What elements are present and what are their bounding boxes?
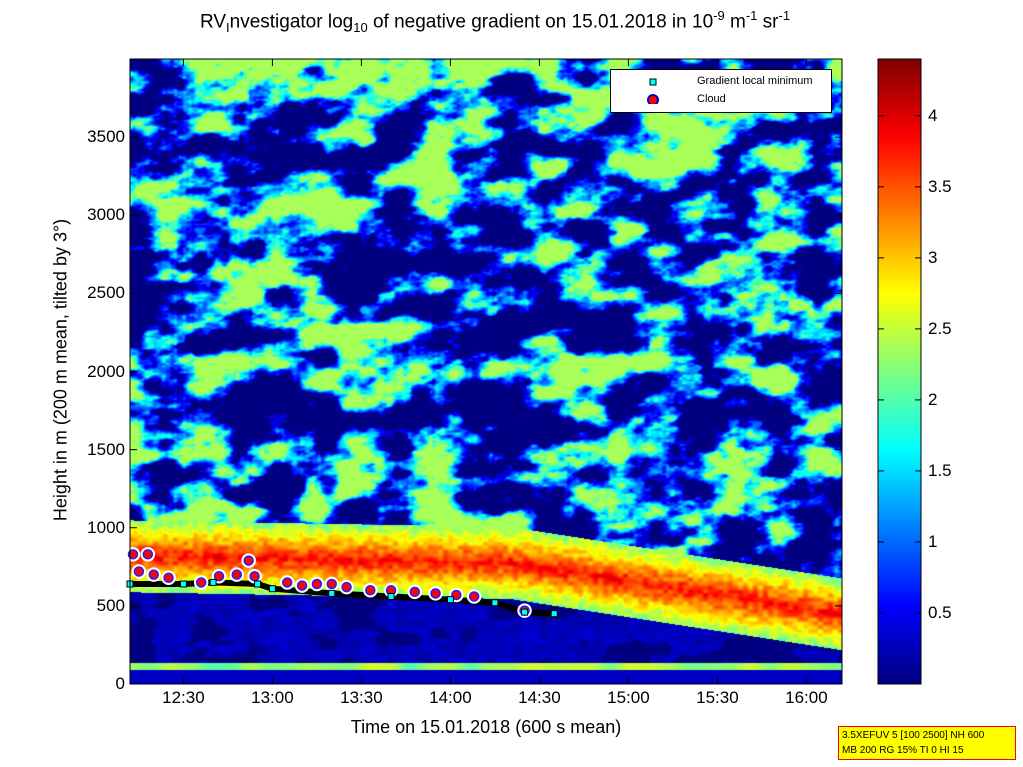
colorbar-tick-label: 4 <box>928 105 938 125</box>
gradient-min-point <box>550 610 558 618</box>
plot-frame <box>129 58 843 685</box>
cloud-point-ring <box>468 591 480 602</box>
cloud-point-ring <box>409 586 421 598</box>
y-tick-label: 2500 <box>87 283 125 303</box>
gradient-min-line-segment <box>331 590 392 600</box>
cloud-point-ring <box>281 577 293 588</box>
cloud-point-ring <box>148 569 159 580</box>
gradient-min-point <box>387 593 395 600</box>
legend-label-cloud: Cloud <box>697 93 726 105</box>
x-tick-label: 14:30 <box>518 688 561 707</box>
y-tick-label: 1500 <box>87 439 125 459</box>
cloud-point-ring <box>311 578 323 590</box>
gradient-min-point <box>328 589 336 597</box>
x-tick-label: 13:30 <box>340 688 383 707</box>
gradient-min-point <box>491 599 499 607</box>
y-tick-label: 0 <box>115 674 125 693</box>
x-tick-label: 14:00 <box>429 688 472 707</box>
gradient-min-point <box>268 585 276 593</box>
gradient-min-point <box>179 580 187 588</box>
y-tick-label: 2000 <box>87 361 125 381</box>
cloud-point-ring <box>341 581 352 593</box>
colorbar-tick-label: 3.5 <box>928 176 952 196</box>
gradient-min-point <box>446 596 454 604</box>
colorbar-tick-label: 0.5 <box>928 602 952 622</box>
cyan-square-marker-icon <box>649 78 657 86</box>
colorbar <box>877 58 922 685</box>
chart-title: RVInvestigator log10 of negative gradien… <box>199 8 791 36</box>
cloud-point-ring <box>430 588 441 599</box>
gradient-min-point <box>254 580 262 588</box>
cloud-point-ring <box>163 572 174 583</box>
cloud-point-ring <box>213 570 225 582</box>
colorbar-tick-label: 1.5 <box>928 460 952 480</box>
cloud-point-ring <box>296 580 308 591</box>
colorbar-tick-label: 3 <box>928 247 938 267</box>
gradient-min-point <box>209 578 217 586</box>
gradient-min-point <box>521 608 529 616</box>
info-line-2: MB 200 RG 15% TI 0 HI 15 <box>842 745 964 756</box>
colorbar-tick-label: 1 <box>928 531 938 551</box>
cloud-point-ring <box>326 578 337 590</box>
x-axis-label: Time on 15.01.2018 (600 s mean) <box>350 717 622 737</box>
gradient-min-line-segment <box>390 593 451 603</box>
x-tick-label: 15:30 <box>696 688 739 707</box>
cloud-point-ring <box>127 549 139 560</box>
legend-entry-gradient-min: Gradient local minimum <box>611 74 831 90</box>
cloud-point-ring <box>133 566 145 577</box>
y-axis-label: Height in m (200 m mean, tilted by 3°) <box>50 218 71 522</box>
legend-entry-cloud: Cloud <box>611 92 831 108</box>
legend: Gradient local minimum Cloud <box>610 69 832 113</box>
legend-label-gradient-min: Gradient local minimum <box>697 75 813 87</box>
info-line-1: 3.5XEFUV 5 [100 2500] NH 600 <box>842 730 985 741</box>
cloud-point-ring <box>142 549 154 560</box>
colorbar-tick-label: 2 <box>928 389 938 409</box>
cloud-point-ring <box>365 585 376 596</box>
cloud-point-ring <box>243 555 254 566</box>
y-tick-label: 500 <box>96 595 125 615</box>
x-tick-label: 16:00 <box>785 688 828 707</box>
y-tick-label: 1000 <box>87 517 125 537</box>
colorbar-tick-label: 2.5 <box>928 318 952 338</box>
x-tick-label: 12:30 <box>162 688 205 707</box>
y-tick-label: 3500 <box>87 127 125 147</box>
cloud-point-ring <box>451 589 462 601</box>
y-tick-label: 3000 <box>87 205 125 225</box>
cloud-point-ring <box>231 569 243 580</box>
cloud-point-ring <box>195 577 207 588</box>
settings-info-box: 3.5XEFUV 5 [100 2500] NH 600 MB 200 RG 1… <box>838 726 1016 760</box>
red-circle-marker-icon <box>647 94 659 104</box>
x-tick-label: 15:00 <box>607 688 650 707</box>
x-tick-label: 13:00 <box>251 688 294 707</box>
